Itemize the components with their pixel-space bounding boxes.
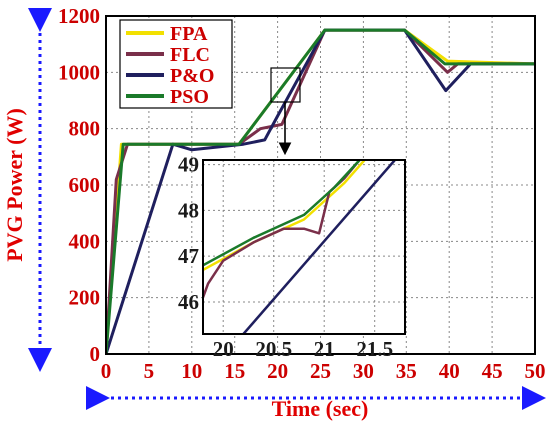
series-line-flc: [106, 28, 535, 354]
x-tick-label: 20: [267, 359, 288, 383]
x-tick-label: 0: [101, 359, 112, 383]
x-tick-label: 10: [181, 359, 202, 383]
y-tick-label: 1000: [58, 60, 100, 84]
x-tick-label: 5: [144, 359, 155, 383]
x-tick-label: 35: [396, 359, 417, 383]
x-axis-title: Time (sec): [272, 396, 369, 421]
x-tick-label: 40: [439, 359, 460, 383]
inset-grid: [203, 160, 405, 334]
y-tick-label: 600: [69, 173, 101, 197]
series-line-pso: [106, 28, 535, 354]
plot-frame: [105, 15, 536, 355]
legend-label: P&O: [170, 65, 214, 87]
legend-label: FLC: [170, 44, 210, 66]
x-tick-label: 45: [482, 359, 503, 383]
y-tick-label: 400: [69, 229, 101, 253]
series-line-po: [106, 28, 535, 354]
inset-series-group: [203, 160, 396, 334]
inset-x-tick-label: 21: [314, 337, 335, 361]
x-tick-label: 15: [224, 359, 245, 383]
inset-zoom-plot: 20 20.5 21 21.5 46 47 48 49: [178, 153, 406, 361]
x-tick-label: 30: [353, 359, 374, 383]
y-tick-label: 800: [69, 117, 101, 141]
inset-x-tick-label: 20.5: [255, 337, 292, 361]
inset-series-line-po: [242, 160, 396, 334]
y-axis-title: PVG Power (W): [2, 108, 27, 262]
x-tick-label: 50: [525, 359, 546, 383]
legend-label: PSO: [170, 86, 209, 108]
tick-labels: 0 5 10 15 20 25 30 35 40 45 5002004006008001000120…: [58, 4, 546, 383]
x-tick-label: 25: [310, 359, 331, 383]
inset-x-tick-label: 21.5: [356, 337, 393, 361]
inset-y-tick-label: 46: [178, 290, 199, 314]
inset-y-tick-label: 49: [178, 153, 199, 177]
legend-label: FPA: [170, 23, 208, 45]
inset-tick-labels: 20 20.5 21 21.5 46 47 48 49: [178, 153, 393, 361]
series-group: [106, 28, 535, 354]
y-tick-label: 200: [69, 286, 101, 310]
inset-y-tick-label: 47: [178, 244, 199, 268]
inset-series-line-pso: [203, 160, 361, 267]
inset-x-tick-label: 20: [213, 337, 234, 361]
y-tick-label: 0: [90, 342, 101, 366]
inset-y-tick-label: 48: [178, 198, 199, 222]
y-tick-label: 1200: [58, 4, 100, 28]
